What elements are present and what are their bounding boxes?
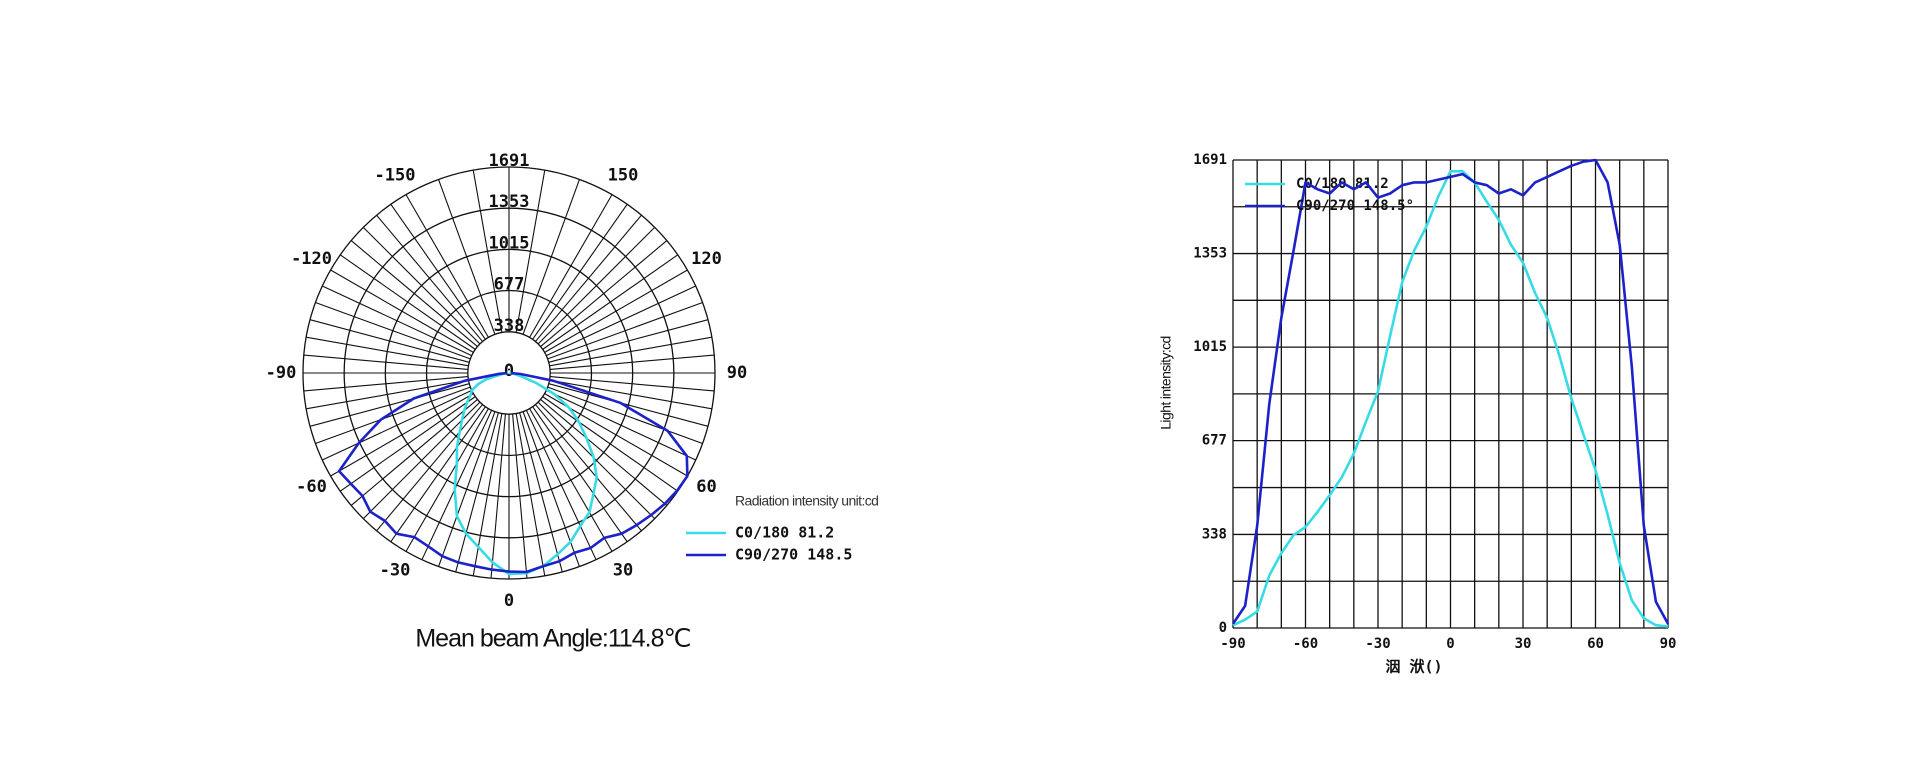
radial-grid-ring bbox=[467, 331, 551, 415]
radial-grid-ring bbox=[343, 207, 675, 539]
angle-tick-label: 60 bbox=[696, 477, 716, 497]
radial-tick-label: 1691 bbox=[489, 151, 530, 171]
x-tick-label: -30 bbox=[1365, 636, 1390, 652]
polar-caption: Mean beam Angle:114.8℃ bbox=[415, 625, 690, 653]
angle-tick-label: -60 bbox=[296, 477, 327, 497]
legend-label: C0/180 81.2 bbox=[735, 524, 834, 542]
y-tick-label: 1015 bbox=[1193, 339, 1227, 355]
series-line bbox=[1232, 170, 1669, 628]
y-tick-label: 0 bbox=[1219, 620, 1227, 636]
angle-tick-label: 30 bbox=[613, 560, 633, 580]
radial-tick-label: 0 bbox=[504, 361, 514, 381]
y-tick-label: 677 bbox=[1202, 433, 1227, 449]
angle-tick-label: -120 bbox=[291, 249, 332, 269]
legend-title: Radiation intensity unit:cd bbox=[735, 493, 878, 509]
radial-tick-label: 338 bbox=[494, 316, 525, 336]
radial-tick-label: 1015 bbox=[489, 233, 530, 253]
series-line bbox=[453, 371, 598, 576]
angle-tick-label: 150 bbox=[608, 166, 639, 186]
angle-tick-label: -30 bbox=[380, 560, 411, 580]
x-tick-label: 0 bbox=[1446, 636, 1454, 652]
angle-tick-label: 120 bbox=[691, 249, 722, 269]
x-tick-label: 30 bbox=[1515, 636, 1532, 652]
radial-grid-ring bbox=[302, 166, 716, 580]
legend-label: C90/270 148.5° bbox=[1296, 198, 1414, 214]
legend-label: C90/270 148.5 bbox=[735, 546, 852, 564]
x-tick-label: 60 bbox=[1587, 636, 1604, 652]
y-tick-label: 1691 bbox=[1193, 152, 1227, 168]
series-line bbox=[1231, 158, 1670, 625]
radial-grid-ring bbox=[384, 248, 634, 498]
angle-tick-label: -90 bbox=[266, 363, 297, 383]
radial-grid-ring bbox=[425, 289, 593, 457]
y-tick-label: 338 bbox=[1202, 526, 1227, 542]
radial-tick-label: 1353 bbox=[489, 192, 530, 212]
x-tick-label: -90 bbox=[1220, 636, 1245, 652]
x-axis-label: 洇 洑() bbox=[1385, 658, 1442, 676]
radial-tick-label: 677 bbox=[494, 275, 525, 295]
x-tick-label: -60 bbox=[1293, 636, 1318, 652]
angle-tick-label: 0 bbox=[504, 591, 514, 611]
angle-tick-label: -150 bbox=[375, 166, 416, 186]
angle-tick-label: 90 bbox=[727, 363, 747, 383]
series-line bbox=[337, 371, 689, 574]
x-tick-label: 90 bbox=[1660, 636, 1677, 652]
y-tick-label: 1353 bbox=[1193, 246, 1227, 262]
y-axis-label: Light intensity:cd bbox=[1158, 336, 1174, 429]
